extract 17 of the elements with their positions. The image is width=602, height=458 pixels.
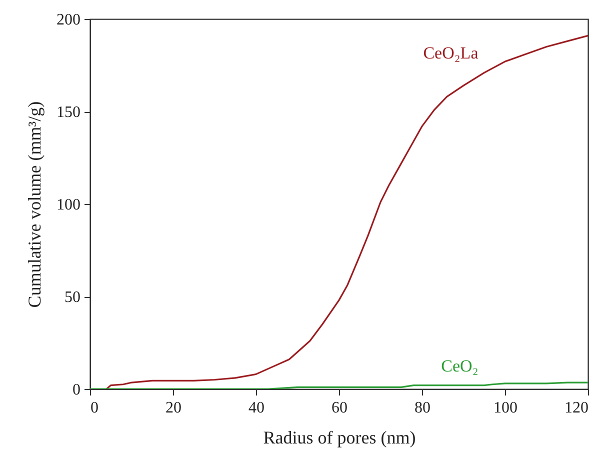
x-tick-label: 120: [564, 400, 588, 416]
x-tick-label: 60: [332, 400, 348, 416]
line-series: [106, 34, 588, 389]
series-label: CeO₂: [441, 356, 478, 376]
x-tick-label: 100: [494, 400, 518, 416]
y-tick-label: 0: [72, 382, 80, 398]
y-tick-label: 100: [56, 196, 80, 214]
y-tick-label: 200: [56, 12, 80, 28]
y-axis-title: Cumulative volume (mm³/g): [24, 101, 44, 308]
x-tick-label: 0: [90, 400, 98, 416]
x-axis-title: Radius of pores (nm): [263, 428, 416, 448]
x-tick-label: 40: [248, 400, 264, 416]
y-tick-label: 50: [64, 289, 80, 306]
x-tick-label: 20: [166, 400, 182, 416]
series-label: CeO₂La: [423, 44, 479, 63]
x-tick-label: 80: [414, 400, 430, 416]
y-tick-label: 150: [56, 104, 80, 121]
